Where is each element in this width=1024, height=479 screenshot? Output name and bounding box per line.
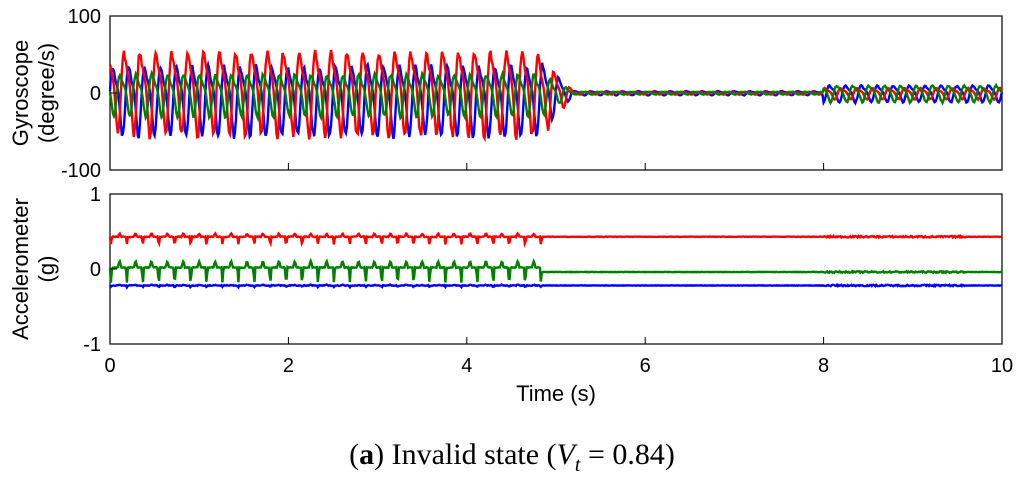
gyro-ytick-0: 0 xyxy=(90,83,101,105)
x-tick-label-8: 8 xyxy=(818,355,829,377)
accelerometer-series xyxy=(108,231,1003,290)
acc-ytick-1: 1 xyxy=(90,184,101,206)
x-tick-label-6: 6 xyxy=(640,355,651,377)
x-tick-label-0: 0 xyxy=(104,355,115,377)
acc-ylabel-line2: (g) xyxy=(34,256,59,283)
x-tick-label-10: 10 xyxy=(991,355,1013,377)
acc-series-red xyxy=(108,231,1003,248)
figure-caption: (a) Invalid state (Vt = 0.84) xyxy=(349,438,675,476)
x-tick-label-4: 4 xyxy=(461,355,472,377)
acc-ylabel-line1: Accelerometer xyxy=(8,198,33,340)
x-axis-ticks: 0 2 4 6 8 10 xyxy=(104,163,1013,377)
x-axis-label: Time (s) xyxy=(516,381,596,406)
acc-ytick-0: 0 xyxy=(90,259,101,281)
figure: 100 0 -100 Gyroscope (degree/s) 1 0 -1 A… xyxy=(8,6,1013,406)
acc-series-blue xyxy=(108,282,1003,290)
gyro-ylabel-line2: (degree/s) xyxy=(34,43,59,143)
gyro-ytick-neg100: -100 xyxy=(61,160,101,182)
caption-label: a xyxy=(359,438,375,471)
caption-value: = 0.84) xyxy=(580,438,675,471)
x-tick-label-2: 2 xyxy=(283,355,294,377)
gyro-ytick-100: 100 xyxy=(68,6,101,28)
acc-ytick-neg1: -1 xyxy=(83,334,101,356)
caption-text: Invalid state ( xyxy=(384,438,557,471)
caption-variable: V xyxy=(556,438,575,471)
gyro-series-green xyxy=(108,69,1003,123)
accelerometer-panel: 1 0 -1 Accelerometer (g) 0 2 4 6 8 10 Time (s… xyxy=(8,163,1013,406)
gyro-ylabel-line1: Gyroscope xyxy=(8,40,33,146)
acc-series-green xyxy=(108,257,1003,283)
gyroscope-series xyxy=(108,48,1004,143)
gyroscope-panel: 100 0 -100 Gyroscope (degree/s) xyxy=(8,6,1004,182)
accelerometer-axes-box xyxy=(109,193,1003,345)
caption-subscript: t xyxy=(574,454,581,476)
